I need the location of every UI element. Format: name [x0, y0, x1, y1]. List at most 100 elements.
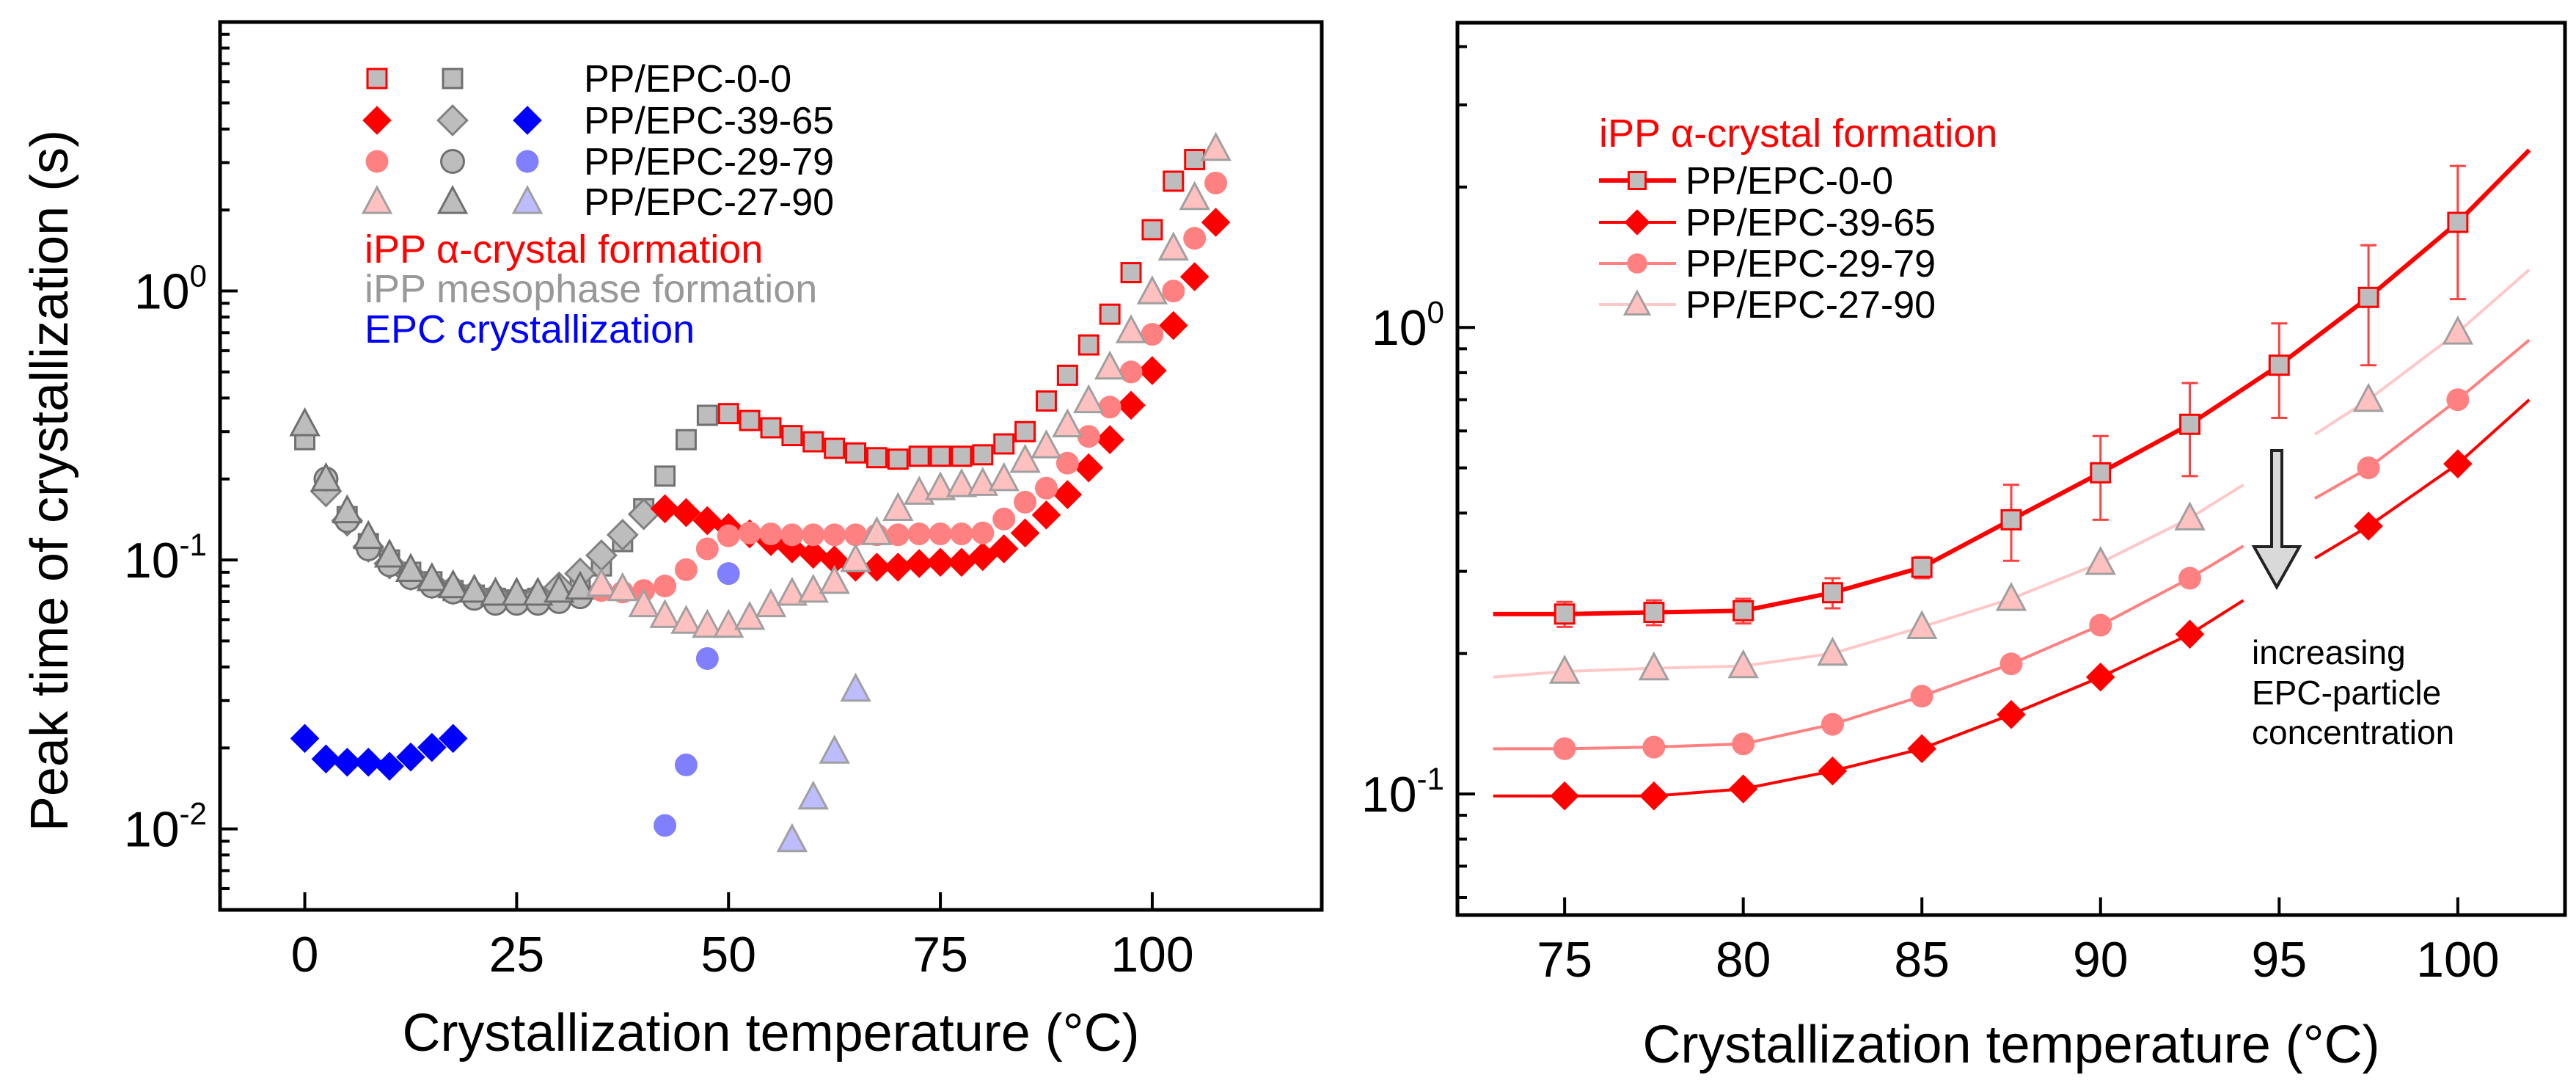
x-tick-label: 80 — [1716, 932, 1771, 988]
x-tick-label: 0 — [291, 927, 319, 983]
data-point — [1098, 396, 1121, 419]
data-point — [373, 538, 406, 568]
fit-line — [1493, 483, 2244, 679]
data-point — [739, 409, 761, 431]
data-point — [950, 522, 973, 546]
data-point — [311, 744, 341, 774]
series-pp-epc-0-0-square — [717, 149, 1206, 470]
data-point — [2443, 449, 2473, 478]
data-point — [971, 521, 995, 544]
data-point — [1115, 314, 1147, 343]
legend-label: PP/EPC-29-79 — [584, 141, 834, 183]
fit-line — [1493, 599, 2244, 798]
data-point — [1136, 275, 1168, 305]
y-tick-exponent: -1 — [180, 528, 207, 562]
data-point — [760, 417, 782, 439]
data-point — [310, 462, 342, 492]
data-point — [926, 547, 955, 577]
y-tick-base: 10 — [1372, 300, 1427, 356]
data-point — [1817, 636, 1848, 666]
legend: PP/EPC-0-0PP/EPC-39-65PP/EPC-29-79PP/EPC… — [361, 58, 834, 351]
data-point — [929, 445, 951, 467]
legend-group-label: iPP mesophase formation — [365, 267, 817, 311]
annotation-text: EPC-particle — [2252, 674, 2441, 712]
data-point — [1910, 685, 1933, 708]
legend-group-label: EPC crystallization — [365, 307, 695, 351]
data-point — [2178, 566, 2202, 590]
data-point — [332, 494, 363, 524]
data-point — [1014, 420, 1036, 442]
data-point — [671, 498, 701, 528]
data-point — [713, 608, 744, 638]
data-point — [993, 433, 1015, 455]
data-point — [2446, 388, 2470, 412]
data-point — [866, 447, 888, 469]
data-point — [776, 823, 808, 853]
data-point — [2085, 545, 2117, 575]
data-point — [1995, 582, 2027, 611]
data-point — [674, 558, 698, 581]
data-point — [1548, 655, 1581, 684]
data-point — [883, 553, 913, 582]
data-point — [1204, 171, 1228, 194]
data-point — [1907, 734, 1937, 764]
data-point — [395, 553, 427, 582]
data-point — [696, 404, 718, 426]
data-point — [1099, 303, 1121, 325]
y-tick-label: 10-2 — [124, 797, 207, 858]
series-pp-epc-27-90-triangle — [585, 131, 1232, 638]
data-point — [887, 448, 909, 470]
data-point — [2174, 501, 2206, 531]
data-point — [797, 780, 829, 810]
x-tick-label: 75 — [912, 927, 968, 983]
data-point — [717, 562, 740, 586]
data-point — [692, 608, 723, 638]
data-point — [1014, 490, 1037, 514]
data-point — [670, 605, 702, 634]
x-tick-label: 75 — [1537, 932, 1592, 988]
legend-marker-triangle — [511, 185, 544, 214]
data-point — [1055, 451, 1079, 475]
data-point — [1077, 334, 1099, 356]
data-point — [929, 522, 952, 546]
data-point — [1821, 713, 1844, 736]
data-point — [332, 747, 362, 777]
data-point — [2447, 211, 2469, 233]
data-point — [2357, 456, 2380, 480]
legend-marker-triangle — [436, 185, 469, 214]
data-point — [989, 534, 1019, 564]
y-tick-exponent: 0 — [1427, 295, 1444, 329]
y-tick-label: 10-1 — [1361, 762, 1444, 823]
data-point — [437, 569, 469, 599]
series-pp-epc-27-90-triangle — [289, 407, 596, 606]
legend-marker-square — [1627, 170, 1647, 191]
data-point — [654, 575, 677, 598]
data-point — [1906, 610, 1938, 640]
data-point — [1554, 603, 1576, 625]
data-point — [1141, 323, 1164, 346]
data-point — [717, 403, 739, 425]
data-point — [1036, 390, 1057, 412]
data-point — [1163, 170, 1185, 192]
data-point — [1183, 227, 1207, 250]
data-point — [1997, 699, 2026, 729]
data-point — [988, 462, 1020, 492]
data-point — [585, 567, 618, 597]
data-point — [1031, 500, 1061, 530]
data-point — [1728, 774, 1758, 803]
legend-marker-diamond — [1624, 209, 1650, 236]
data-point — [1035, 476, 1058, 500]
data-point — [1116, 390, 1146, 420]
fit-line — [1493, 544, 2244, 751]
data-point — [417, 732, 447, 762]
series-pp-epc-27-90 — [1493, 269, 2531, 684]
data-point — [1818, 756, 1848, 786]
data-point — [755, 588, 787, 618]
data-point — [844, 523, 868, 547]
annotation-text: concentration — [2252, 713, 2454, 751]
data-point — [907, 522, 931, 546]
x-tick-label: 50 — [700, 927, 756, 983]
legend: iPP α-crystal formationPP/EPC-0-0PP/EPC-… — [1599, 112, 1997, 327]
